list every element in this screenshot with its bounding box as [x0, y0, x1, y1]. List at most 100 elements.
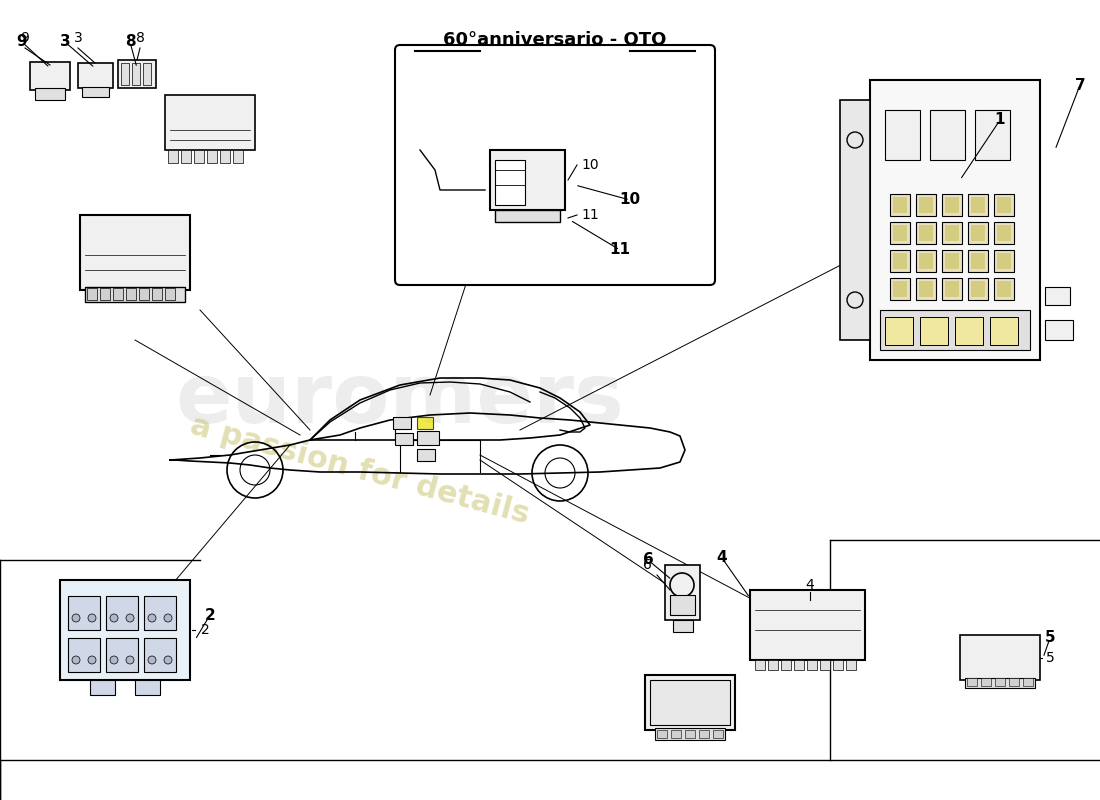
FancyBboxPatch shape: [945, 253, 959, 269]
FancyBboxPatch shape: [945, 225, 959, 241]
Text: 6: 6: [642, 553, 653, 567]
FancyBboxPatch shape: [920, 317, 948, 345]
FancyBboxPatch shape: [182, 150, 191, 163]
FancyBboxPatch shape: [106, 638, 138, 672]
FancyBboxPatch shape: [942, 194, 962, 216]
FancyBboxPatch shape: [1023, 678, 1033, 686]
FancyBboxPatch shape: [113, 288, 123, 300]
Text: 5: 5: [1046, 651, 1055, 665]
Text: 10: 10: [619, 193, 640, 207]
FancyBboxPatch shape: [650, 680, 730, 725]
FancyBboxPatch shape: [395, 433, 412, 445]
FancyBboxPatch shape: [942, 250, 962, 272]
FancyBboxPatch shape: [794, 660, 804, 670]
FancyBboxPatch shape: [971, 197, 984, 213]
FancyBboxPatch shape: [60, 580, 190, 680]
Circle shape: [148, 614, 156, 622]
FancyBboxPatch shape: [121, 63, 129, 85]
FancyBboxPatch shape: [945, 197, 959, 213]
FancyBboxPatch shape: [144, 596, 176, 630]
FancyBboxPatch shape: [90, 680, 116, 695]
FancyBboxPatch shape: [890, 222, 910, 244]
FancyBboxPatch shape: [645, 675, 735, 730]
FancyBboxPatch shape: [916, 250, 936, 272]
FancyBboxPatch shape: [997, 197, 1011, 213]
FancyBboxPatch shape: [968, 278, 988, 300]
Circle shape: [110, 656, 118, 664]
FancyBboxPatch shape: [916, 222, 936, 244]
FancyBboxPatch shape: [654, 728, 725, 740]
Text: 60°anniversario - OTO: 60°anniversario - OTO: [443, 31, 667, 49]
FancyBboxPatch shape: [890, 250, 910, 272]
FancyBboxPatch shape: [395, 45, 715, 285]
FancyBboxPatch shape: [143, 63, 151, 85]
FancyBboxPatch shape: [833, 660, 843, 670]
FancyBboxPatch shape: [670, 595, 695, 615]
Text: 7: 7: [1075, 78, 1086, 93]
FancyBboxPatch shape: [994, 194, 1014, 216]
FancyBboxPatch shape: [916, 194, 936, 216]
FancyBboxPatch shape: [870, 80, 1040, 360]
Text: 9: 9: [21, 31, 30, 45]
FancyBboxPatch shape: [965, 678, 1035, 688]
Circle shape: [148, 656, 156, 664]
FancyBboxPatch shape: [807, 660, 817, 670]
FancyBboxPatch shape: [960, 635, 1040, 680]
FancyBboxPatch shape: [393, 417, 411, 429]
FancyBboxPatch shape: [126, 288, 136, 300]
FancyBboxPatch shape: [880, 310, 1030, 350]
FancyBboxPatch shape: [220, 150, 230, 163]
FancyBboxPatch shape: [768, 660, 778, 670]
FancyBboxPatch shape: [135, 680, 160, 695]
FancyBboxPatch shape: [890, 278, 910, 300]
FancyBboxPatch shape: [955, 317, 983, 345]
FancyBboxPatch shape: [942, 222, 962, 244]
FancyBboxPatch shape: [968, 250, 988, 272]
Text: 6: 6: [642, 558, 651, 572]
Text: 4: 4: [717, 550, 727, 566]
FancyBboxPatch shape: [971, 281, 984, 297]
FancyBboxPatch shape: [967, 678, 977, 686]
Text: 4: 4: [805, 578, 814, 592]
FancyBboxPatch shape: [996, 678, 1005, 686]
Circle shape: [126, 614, 134, 622]
FancyBboxPatch shape: [918, 281, 933, 297]
FancyBboxPatch shape: [685, 730, 695, 738]
FancyBboxPatch shape: [495, 160, 525, 205]
Text: 9: 9: [16, 34, 28, 50]
Circle shape: [164, 614, 172, 622]
Text: 10: 10: [581, 158, 598, 172]
FancyBboxPatch shape: [495, 210, 560, 222]
FancyBboxPatch shape: [85, 287, 185, 302]
FancyBboxPatch shape: [968, 194, 988, 216]
FancyBboxPatch shape: [1009, 678, 1019, 686]
FancyBboxPatch shape: [893, 281, 907, 297]
FancyBboxPatch shape: [207, 150, 217, 163]
Text: 2: 2: [205, 607, 216, 622]
FancyBboxPatch shape: [990, 317, 1018, 345]
FancyBboxPatch shape: [916, 278, 936, 300]
FancyBboxPatch shape: [893, 225, 907, 241]
Text: 11: 11: [581, 208, 598, 222]
FancyBboxPatch shape: [971, 225, 984, 241]
FancyBboxPatch shape: [893, 253, 907, 269]
FancyBboxPatch shape: [820, 660, 830, 670]
Circle shape: [126, 656, 134, 664]
FancyBboxPatch shape: [968, 222, 988, 244]
FancyBboxPatch shape: [945, 281, 959, 297]
FancyBboxPatch shape: [490, 150, 565, 210]
FancyBboxPatch shape: [893, 197, 907, 213]
FancyBboxPatch shape: [417, 417, 433, 429]
FancyBboxPatch shape: [713, 730, 723, 738]
Text: 8: 8: [135, 31, 144, 45]
FancyBboxPatch shape: [165, 95, 255, 150]
FancyBboxPatch shape: [194, 150, 204, 163]
FancyBboxPatch shape: [886, 110, 920, 160]
FancyBboxPatch shape: [68, 638, 100, 672]
FancyBboxPatch shape: [417, 431, 439, 445]
FancyBboxPatch shape: [82, 87, 109, 97]
FancyBboxPatch shape: [673, 620, 693, 632]
FancyBboxPatch shape: [971, 253, 984, 269]
Circle shape: [72, 614, 80, 622]
Text: 3: 3: [59, 34, 70, 50]
